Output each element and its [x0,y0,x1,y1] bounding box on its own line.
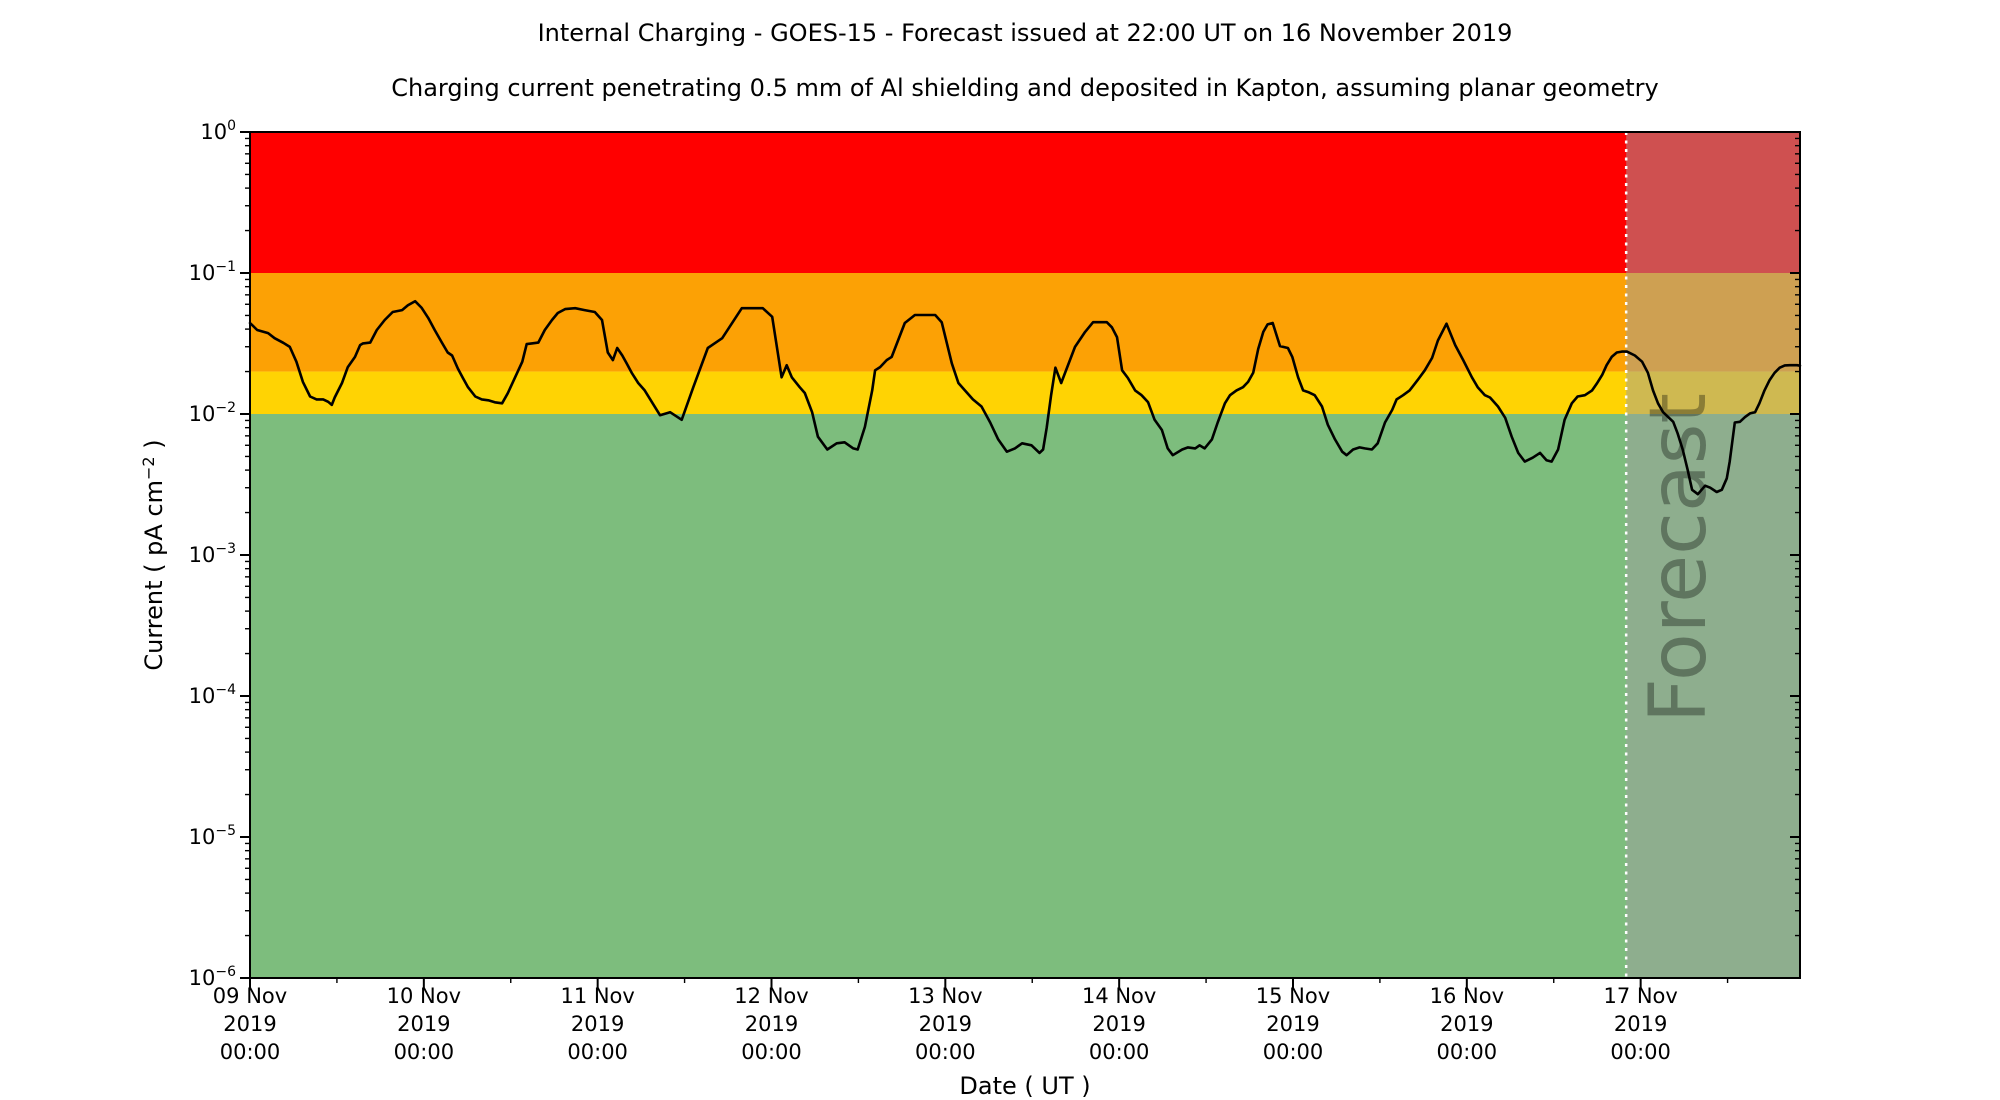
x-tick-label: 2019 [397,1012,450,1036]
x-tick-label: 13 Nov [908,984,982,1008]
band-orange [250,273,1800,372]
x-tick-label: 17 Nov [1603,984,1677,1008]
x-tick-label: 00:00 [1610,1040,1671,1064]
chart-title: Internal Charging - GOES-15 - Forecast i… [537,19,1513,47]
x-tick-label: 2019 [223,1012,276,1036]
chart-subtitle: Charging current penetrating 0.5 mm of A… [391,74,1659,102]
tick-labels: 09 Nov 2019 00:00 10 Nov 2019 00:00 11 Nov 2019… [189,118,1678,1064]
x-tick-label: 15 Nov [1256,984,1330,1008]
axis-labels: Date ( UT ) Current ( pA cm−2 ) [139,439,1091,1100]
y-tick-label: 100 [200,118,236,144]
x-tick-label: 10 Nov [387,984,461,1008]
forecast-overlay [1626,132,1800,978]
x-axis-label: Date ( UT ) [959,1072,1090,1100]
x-tick-label: 00:00 [1089,1040,1150,1064]
x-tick-label: 00:00 [1263,1040,1324,1064]
x-tick-label: 14 Nov [1082,984,1156,1008]
y-tick-label: 10−3 [189,541,236,567]
band-green [250,414,1800,978]
band-yellow [250,371,1800,414]
axes [240,131,1801,988]
x-tick-label: 16 Nov [1430,984,1504,1008]
y-tick-label: 10−1 [189,259,236,285]
x-tick-label: 2019 [1266,1012,1319,1036]
forecast-region: Forecast [1624,132,1800,978]
x-tick-label: 12 Nov [734,984,808,1008]
y-tick-label: 10−6 [189,964,236,990]
plot-border [249,131,1801,979]
x-tick-label: 2019 [571,1012,624,1036]
x-tick-label: 2019 [919,1012,972,1036]
y-axis-label: Current ( pA cm−2 ) [139,439,168,670]
y-tick-label: 10−5 [189,823,236,849]
x-tick-label: 09 Nov [213,984,287,1008]
x-tick-label: 2019 [1440,1012,1493,1036]
x-tick-label: 00:00 [394,1040,455,1064]
y-tick-label: 10−4 [189,682,236,708]
x-tick-label: 00:00 [1437,1040,1498,1064]
threat-level-bands [250,132,1800,978]
x-tick-label: 00:00 [741,1040,802,1064]
charging-current-line [248,299,1802,496]
x-tick-label: 00:00 [567,1040,628,1064]
x-tick-label: 00:00 [915,1040,976,1064]
x-tick-label: 00:00 [220,1040,281,1064]
x-tick-label: 2019 [745,1012,798,1036]
band-red [250,132,1800,273]
data-series [248,299,1802,496]
x-tick-label: 11 Nov [560,984,634,1008]
y-tick-label: 10−2 [189,400,236,426]
x-tick-label: 2019 [1614,1012,1667,1036]
forecast-watermark: Forecast [1634,393,1724,723]
x-tick-label: 2019 [1092,1012,1145,1036]
